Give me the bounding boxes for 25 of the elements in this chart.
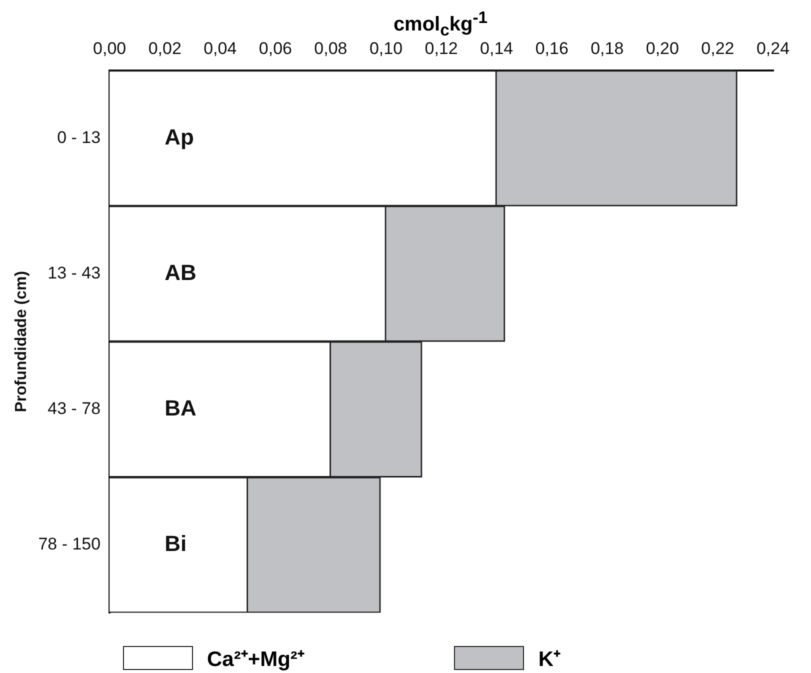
x-tick-label: 0,04 — [204, 38, 237, 58]
x-tick-label: 0,06 — [258, 38, 292, 58]
annotation: Ap — [164, 124, 194, 150]
y-axis-title: Profundidade (cm) — [13, 270, 30, 412]
legend-label: K⁺ — [538, 647, 561, 672]
y-tick-label: 0 - 13 — [57, 128, 101, 147]
x-tick-label: 0,02 — [148, 38, 182, 58]
x-axis-title: cmol$_{c}$kg$^{-1}$ — [392, 8, 489, 40]
x-tick-label: 0,20 — [646, 38, 679, 58]
x-tick-label: 0,18 — [590, 38, 624, 58]
x-tick-label: 0,16 — [535, 38, 568, 58]
x-tick-label: 0,10 — [369, 38, 403, 58]
annotation: BA — [164, 395, 196, 420]
x-tick-label: 0,24 — [756, 38, 790, 58]
annotation: AB — [164, 260, 196, 285]
x-tick-label: 0,12 — [424, 38, 458, 58]
y-tick-label: 78 - 150 — [38, 534, 101, 554]
annotation: Bi — [164, 531, 187, 556]
x-tick-label: 0,22 — [701, 38, 734, 58]
x-tick-label: 0,00 — [93, 38, 126, 58]
y-tick-label: 13 - 43 — [48, 263, 101, 282]
x-tick-label: 0,08 — [314, 38, 348, 58]
series-label: Ca²⁺+Mg²⁺ — [207, 647, 304, 672]
y-tick-label: 43 - 78 — [48, 399, 101, 418]
x-tick-label: 0,14 — [480, 38, 514, 58]
